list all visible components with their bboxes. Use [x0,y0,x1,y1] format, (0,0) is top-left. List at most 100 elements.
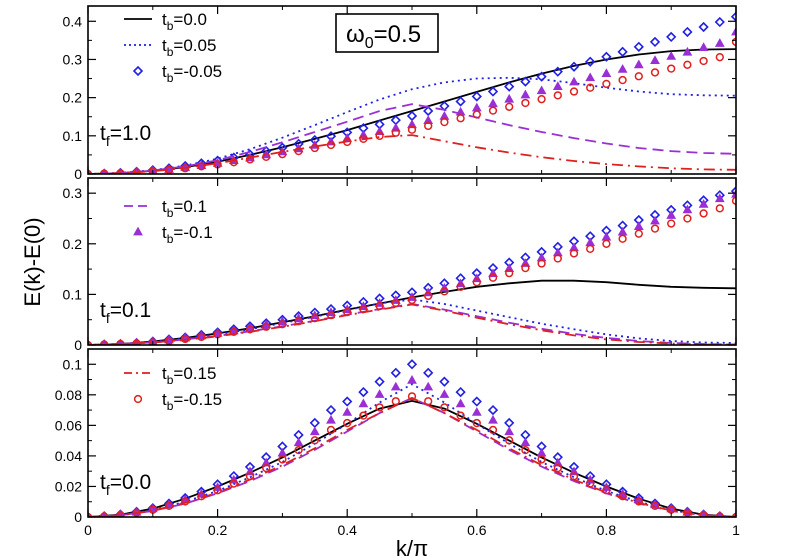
tf-value: =0.1 [110,299,151,322]
series-tb-0p1-point [682,204,693,214]
legend-value: =-0.1 [173,223,212,242]
x-axis-label: k/π [396,536,428,558]
series-tb-0p15-point [197,162,206,171]
series-tb-0p15-point [521,445,530,455]
series-tb-0p15-point [569,249,579,258]
series-tb-0p15-point [132,339,141,345]
series-tb-0p15-point [440,287,449,296]
series-tb-0p1-point [633,59,644,69]
panel-3: 0 0.2 0.4 0.6 0.8 100.020.040.060.080.1tf=0.0 [55,348,740,538]
y-tick-label: 0.1 [63,356,83,372]
series-tb-0p15-point [132,508,141,517]
series-tb-0p1-point [358,398,369,408]
series-tb-0p1-point [569,76,579,86]
series-tb-0p05-point [423,367,434,378]
legend-value: =0.05 [173,36,216,55]
series-tb-0p15-point [343,137,352,147]
series-tb-0p15-point [650,68,660,77]
series-tb-0p15-point [667,64,676,73]
series-tb-0p15-point [456,411,465,420]
series-tb-0p1-point [326,414,336,424]
series-tb-0p15-point [521,263,530,273]
series-tb-0p15-point [343,418,352,428]
tf-value: =0.0 [110,471,151,494]
series-tb-0p15-point [618,75,627,85]
series-tb-0p1-point [666,210,677,219]
x-tick-label: 0 [84,522,92,538]
series-tb0p05-line [88,298,736,345]
legend-subscript: b [167,45,174,59]
legend-entry-tb_m015: tb=-0.15 [133,390,222,413]
series-tb-0p15-point [407,125,417,134]
legend-prefix: t [162,62,167,81]
series-tb-0p15-point [634,72,643,81]
series-tb-0p15-point [488,273,498,282]
series-tb0p05-line [88,76,736,174]
legend-value: =0.15 [173,364,216,383]
y-tick-label: 0 [74,509,82,525]
panels: 00.10.20.30.4tf=1.000.10.20.3tf=0.10 0.2 0… [55,5,740,538]
legend-label: tb=-0.1 [162,223,213,246]
series-tb-0p15-point [586,83,595,92]
series-tb-0p1-point [164,499,174,509]
series-tb-0p15-point [278,320,287,329]
series-tb-0p15-point [569,87,579,96]
panel-1-tf-label: tf=1.0 [100,122,151,149]
series-tb-0p1-point [682,46,693,56]
x-tick-label: 0.8 [597,522,617,538]
series-tb-0p15-point [326,310,336,320]
series-tb-0p1-point [666,51,677,60]
series-tb-0p15-point [375,131,384,140]
series-tb-0p05-point [520,76,531,87]
series-tb-0p15-point [391,298,400,308]
series-tb-0p15-point [537,95,546,104]
series-tb-0p1-point [601,68,612,77]
series-tb-0p15-point [683,214,692,223]
series-tb-0p15-point [440,117,449,127]
series-tb-0p15-point [262,322,271,331]
series-tb-0p15-point [472,418,481,428]
series-tb-0p15-markers [88,37,736,174]
legend-subscript: b [167,71,174,85]
series-tb-0p15-point [650,501,660,511]
series-tb-0p1-point [407,374,417,384]
series-tb-0p15-point [586,244,595,253]
y-axis-label: E(k)-E(0) [20,217,45,306]
series-tb-0p15-point [359,134,368,144]
legend-value: =0.0 [173,10,207,29]
y-tick-label: 0.02 [55,478,82,494]
series-tb-0p15-point [229,327,238,336]
series-tb-0p15-point [294,317,303,326]
series-tb-0p1-point [471,407,482,416]
series-tb-0p15-point [359,304,368,314]
series-tb-0p05-point [471,396,482,407]
series-tb-0p05-point [682,26,693,38]
tf-subscript: f [106,133,110,149]
series-tb-0p05-point [471,91,482,102]
series-tb-0p1-point [212,328,223,337]
legend-entry-tb_p015: tb=0.15 [124,364,216,387]
y-tick-label: 0.3 [63,51,83,67]
series-tb-0p1-point [504,426,515,436]
series-tb-0p15-point [488,425,498,435]
series-tb-0p05-point [585,56,596,67]
y-tick-label: 0 [74,337,82,353]
legend-entry-tb_0: tb=0.0 [124,10,207,33]
series-tb0p15-line [88,134,736,174]
y-tick-label: 0.1 [63,286,83,302]
series-tb-0p1-point [698,42,709,52]
series-tb-0p15-point [229,158,238,167]
series-tb-0p15-point [699,56,708,66]
series-tb-0p1-point [439,389,450,398]
series-tb-0p05-point [390,367,401,378]
series-tb-0p15-point [424,121,433,131]
y-tick-label: 0.3 [63,185,83,201]
series-tb-0p15-point [683,508,692,517]
series-tb-0p1-point [520,437,531,447]
series-tb-0p15-point [634,497,643,506]
series-tb-0p05-point [552,66,563,77]
series-tb-0p15-point [505,102,514,111]
series-tb0p1-line [88,103,736,174]
series-tb-0p15-point [294,146,303,156]
series-tb-0p15-point [537,455,546,464]
